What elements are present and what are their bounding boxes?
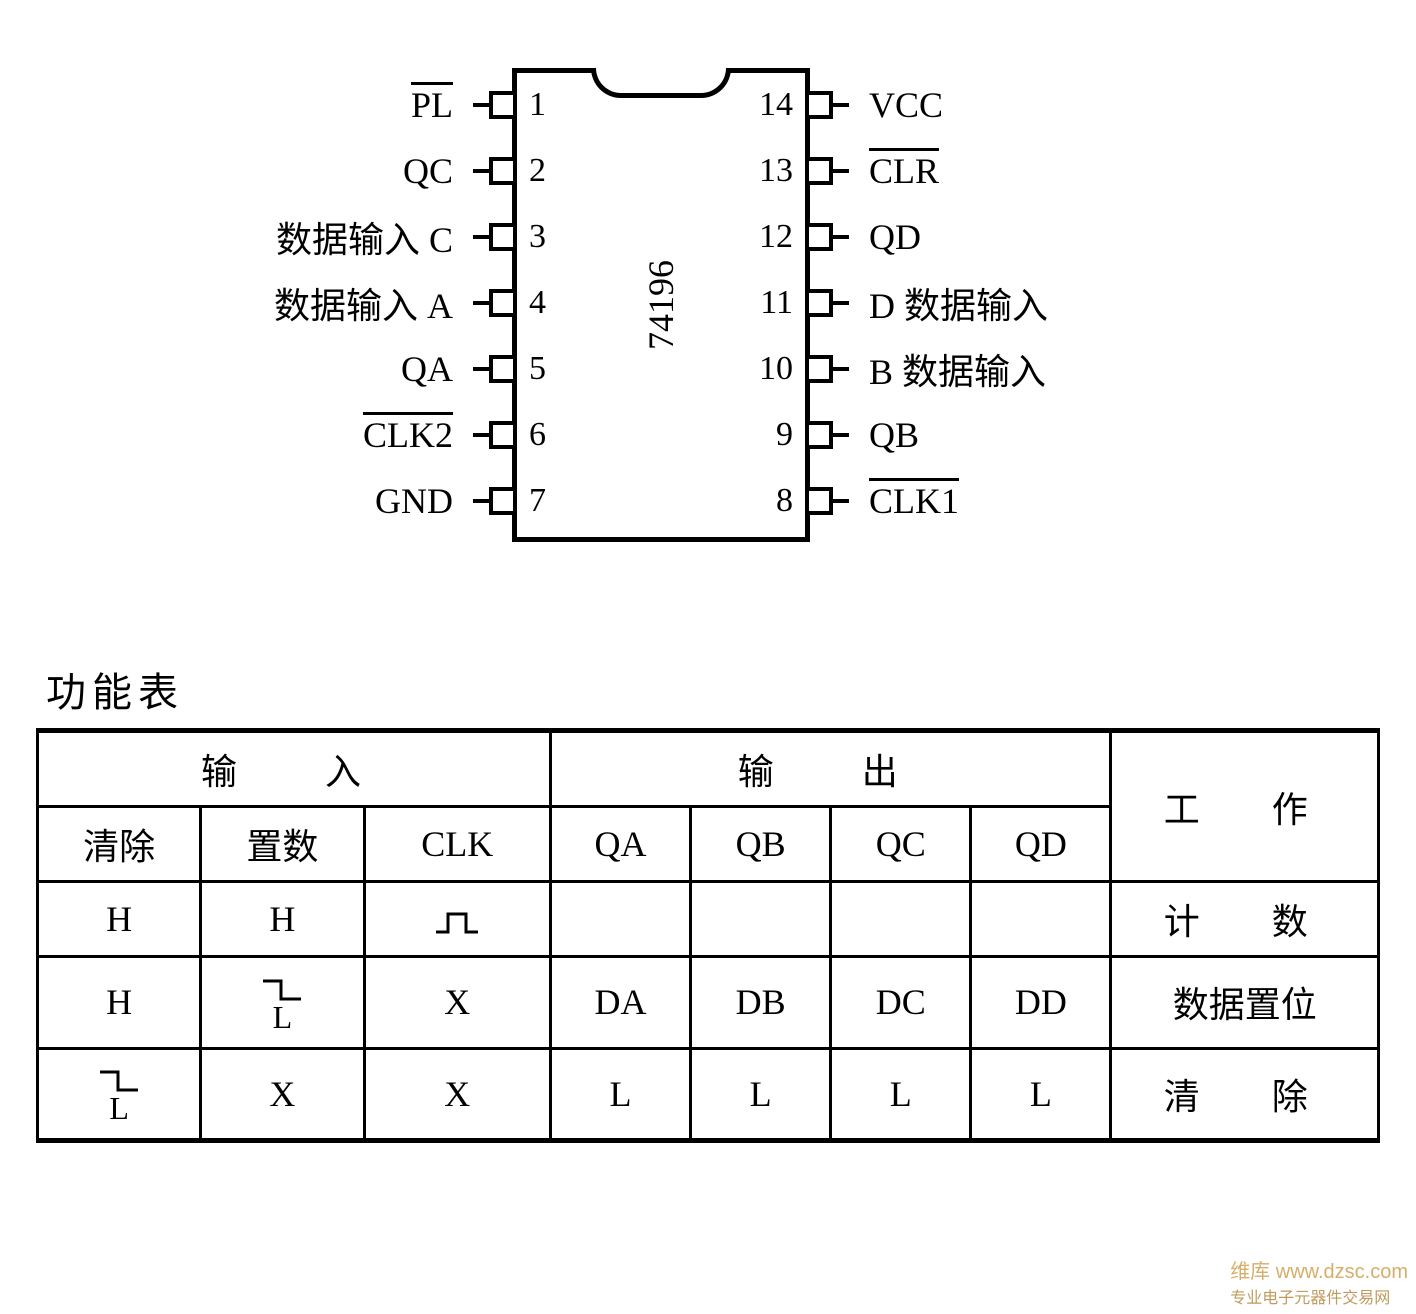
chip-part-number: 74196 (640, 260, 682, 350)
cell: X (364, 1048, 550, 1141)
cell: 数据置位 (1111, 957, 1379, 1049)
pin-number: 1 (529, 86, 546, 124)
cell: DA (551, 957, 691, 1049)
pin-label-qb: QB (869, 414, 919, 456)
pin-label-data-a: 数据输入 A (274, 277, 453, 329)
cell: DC (831, 957, 971, 1049)
cell (831, 882, 971, 957)
pin-label-gnd: GND (375, 480, 453, 522)
chip-notch (591, 68, 731, 98)
pin-13: 13 CLR (805, 157, 833, 185)
pin-8: 8 CLK1 (805, 487, 833, 515)
chip-pinout-diagram: 74196 1 PL 2 QC 3 数据输入 C 4 数据输入 A 5 QA (0, 40, 1416, 620)
pin-9: 9 QB (805, 421, 833, 449)
pin-number: 13 (759, 152, 793, 190)
watermark-brand: 维库 (1230, 1261, 1270, 1283)
cell: L (551, 1048, 691, 1141)
pin-label-data-d: D 数据输入 (869, 277, 1048, 329)
cell-pulse-icon (364, 882, 550, 957)
pin-number: 14 (759, 86, 793, 124)
pin-10: 10 B 数据输入 (805, 355, 833, 383)
watermark-url: www.dzsc.com (1276, 1261, 1408, 1283)
cell: DD (971, 957, 1111, 1049)
header-mode: 工 作 (1164, 790, 1326, 830)
col-clear: 清除 (38, 807, 201, 882)
pin-12: 12 QD (805, 223, 833, 251)
pin-6: 6 CLK2 (489, 421, 517, 449)
table-row: L X X L L L L 清 除 (38, 1048, 1379, 1141)
cell: L (831, 1048, 971, 1141)
pin-number: 9 (776, 416, 793, 454)
pin-5: 5 QA (489, 355, 517, 383)
pin-number: 11 (760, 284, 793, 322)
pin-number: 8 (776, 482, 793, 520)
pin-label-data-c: 数据输入 C (276, 211, 453, 263)
pin-number: 2 (529, 152, 546, 190)
table-row: H L X DA DB DC DD 数据置位 (38, 957, 1379, 1049)
pin-label-pl: PL (411, 84, 453, 126)
pin-number: 3 (529, 218, 546, 256)
col-clk: CLK (364, 807, 550, 882)
watermark: 维库 www.dzsc.com 专业电子元器件交易网 (1230, 1255, 1408, 1308)
cell: DB (691, 957, 831, 1049)
pin-label-vcc: VCC (869, 84, 943, 126)
cell: 清 除 (1164, 1077, 1326, 1117)
pin-14: 14 VCC (805, 91, 833, 119)
cell: X (364, 957, 550, 1049)
cell: X (201, 1048, 364, 1141)
function-table-title: 功能表 (46, 660, 1416, 718)
col-qa: QA (551, 807, 691, 882)
cell: H (38, 957, 201, 1049)
pin-2: 2 QC (489, 157, 517, 185)
pin-label-clk1: CLK1 (869, 480, 959, 522)
chip-body: 74196 1 PL 2 QC 3 数据输入 C 4 数据输入 A 5 QA (512, 68, 810, 542)
cell-falling-edge-icon: L (201, 957, 364, 1049)
cell: 计 数 (1164, 902, 1326, 942)
cell-falling-edge-icon: L (38, 1048, 201, 1141)
pin-label-clk2: CLK2 (363, 414, 453, 456)
pin-11: 11 D 数据输入 (805, 289, 833, 317)
table-header-groups: 输 入 输 出 工 作 (38, 731, 1379, 807)
cell (551, 882, 691, 957)
pin-label-qd: QD (869, 216, 921, 258)
cell: L (971, 1048, 1111, 1141)
cell (691, 882, 831, 957)
pin-number: 5 (529, 350, 546, 388)
pin-number: 6 (529, 416, 546, 454)
table-row: H H 计 数 (38, 882, 1379, 957)
header-output: 输 出 (738, 752, 924, 792)
pin-4: 4 数据输入 A (489, 289, 517, 317)
pin-number: 10 (759, 350, 793, 388)
cell: L (691, 1048, 831, 1141)
cell (971, 882, 1111, 957)
pin-1: 1 PL (489, 91, 517, 119)
col-load: 置数 (201, 807, 364, 882)
watermark-tagline: 专业电子元器件交易网 (1230, 1284, 1408, 1308)
pin-number: 4 (529, 284, 546, 322)
cell: H (38, 882, 201, 957)
pin-label-data-b: B 数据输入 (869, 343, 1046, 395)
cell: H (201, 882, 364, 957)
pin-7: 7 GND (489, 487, 517, 515)
pin-number: 12 (759, 218, 793, 256)
pin-number: 7 (529, 482, 546, 520)
pin-label-qc: QC (403, 150, 453, 192)
pin-label-clr: CLR (869, 150, 939, 192)
pin-3: 3 数据输入 C (489, 223, 517, 251)
col-qc: QC (831, 807, 971, 882)
col-qd: QD (971, 807, 1111, 882)
header-input: 输 入 (201, 752, 387, 792)
col-qb: QB (691, 807, 831, 882)
pin-label-qa: QA (401, 348, 453, 390)
function-table: 输 入 输 出 工 作 清除 置数 CLK QA QB QC QD H H 计 … (36, 728, 1380, 1143)
